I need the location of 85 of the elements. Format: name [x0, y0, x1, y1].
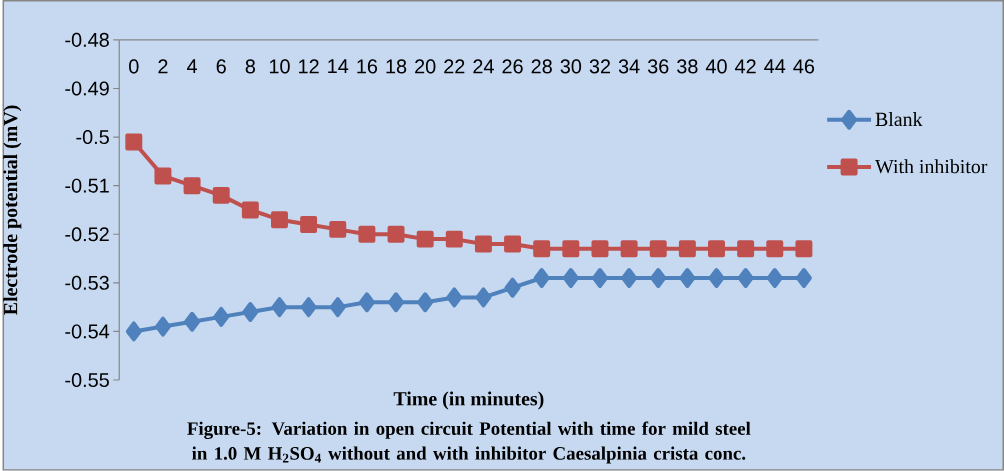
x-tick-label: 38	[677, 59, 698, 74]
x-tick-label: 44	[764, 59, 786, 74]
x-tick-label: 26	[502, 59, 523, 74]
x-tick-label: 32	[589, 59, 611, 74]
point	[678, 240, 696, 258]
point	[388, 292, 405, 313]
point	[125, 321, 142, 342]
x-tick-label: 42	[735, 59, 756, 74]
point	[387, 225, 405, 243]
point	[591, 240, 609, 258]
point	[621, 268, 638, 289]
point	[242, 302, 259, 323]
x-tick-label: 34	[618, 59, 640, 74]
point	[329, 221, 347, 238]
point	[125, 133, 143, 151]
x-tick-label: 6	[216, 59, 226, 74]
point	[504, 277, 521, 298]
x-tick-label: 22	[444, 59, 465, 74]
legend-label: Blank	[875, 112, 923, 127]
point	[737, 240, 755, 258]
point	[533, 240, 551, 258]
point	[358, 292, 375, 313]
point	[562, 268, 579, 289]
x-tick-label: 14	[328, 59, 349, 74]
point	[475, 287, 492, 308]
point	[766, 240, 784, 258]
y-axis-title: Electrode potential (mV)	[3, 105, 22, 315]
point	[533, 268, 550, 289]
x-tick-label: 8	[245, 59, 256, 74]
y-tick-label: -0.52	[65, 227, 109, 242]
x-tick-label: 30	[560, 59, 582, 74]
x-tick-label: 12	[299, 59, 319, 74]
x-tick-label: 4	[187, 59, 198, 74]
point	[766, 268, 783, 289]
point	[795, 240, 813, 258]
point	[649, 240, 667, 258]
y-tick-label: -0.48	[65, 32, 109, 48]
point	[737, 268, 754, 289]
point	[474, 235, 492, 253]
x-tick-label: 36	[647, 59, 669, 74]
point	[708, 240, 725, 258]
point	[154, 316, 171, 337]
point	[358, 225, 376, 243]
point	[213, 306, 230, 327]
x-tick-label: 20	[415, 59, 436, 74]
point	[708, 268, 725, 289]
x-tick-label: 16	[357, 59, 378, 74]
point	[650, 268, 667, 289]
point	[504, 235, 522, 253]
x-tick-label: 2	[158, 59, 168, 74]
point	[241, 201, 259, 219]
point	[679, 268, 696, 289]
y-tick-label: -0.5	[76, 130, 109, 145]
point	[591, 268, 608, 289]
point	[183, 177, 201, 195]
x-tick-label: 40	[705, 59, 727, 74]
text: Figure-5: Variation in open circuit Potential with time for mild steel in 1.0 M H$_{2}$SO$_{4}$ without and with inhibitor Caesalpinia crista conc.	[187, 421, 751, 464]
legend-label: With inhibitor	[875, 159, 988, 174]
y-tick-label: -0.49	[65, 81, 109, 96]
point	[620, 240, 638, 258]
point	[300, 216, 318, 234]
x-tick-label: 10	[269, 59, 290, 74]
x-tick-label: 28	[531, 59, 552, 74]
point	[271, 297, 288, 318]
x-tick-label: 18	[386, 59, 407, 74]
point	[417, 292, 434, 313]
point	[562, 240, 580, 258]
point	[795, 268, 812, 289]
y-tick-label: -0.55	[65, 373, 109, 388]
point	[416, 230, 434, 248]
y-tick-label: -0.51	[65, 178, 109, 193]
point	[329, 297, 346, 318]
point	[271, 211, 288, 229]
point	[184, 311, 201, 332]
point	[154, 167, 172, 185]
x-axis-title: Time (in minutes)	[393, 391, 544, 410]
point	[445, 230, 463, 248]
y-tick-label: -0.53	[65, 275, 109, 290]
y-tick-label: -0.54	[65, 324, 110, 339]
point	[446, 287, 463, 308]
point	[212, 186, 230, 204]
point	[300, 297, 317, 318]
x-tick-label: 46	[793, 59, 815, 74]
x-tick-label: 0	[129, 59, 139, 74]
x-tick-label: 24	[473, 59, 494, 74]
